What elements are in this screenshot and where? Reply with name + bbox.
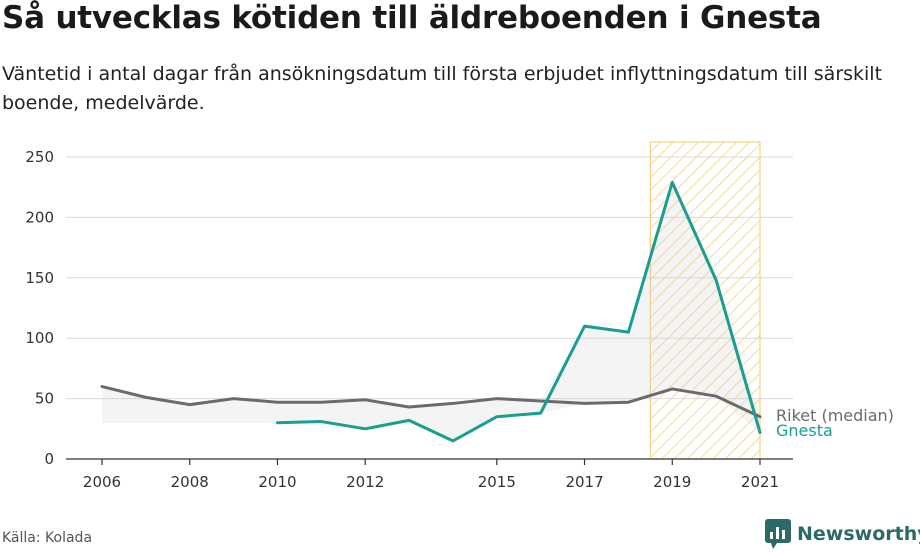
y-tick-label: 50 <box>35 390 54 408</box>
x-tick-label: 2012 <box>346 473 384 491</box>
x-tick-label: 2021 <box>741 473 779 491</box>
newsworthy-logo-icon <box>765 519 791 549</box>
x-tick-label: 2019 <box>653 473 691 491</box>
difference-band <box>102 182 760 441</box>
y-tick-label: 150 <box>25 269 54 287</box>
gnesta-series-label: Gnesta <box>776 421 833 440</box>
brand-name: Newsworthy <box>797 523 920 545</box>
x-tick-label: 2010 <box>258 473 296 491</box>
x-tick-label: 2017 <box>565 473 603 491</box>
x-tick-label: 2008 <box>171 473 209 491</box>
y-tick-label: 200 <box>25 208 54 226</box>
y-tick-label: 0 <box>44 450 54 468</box>
gnesta-line <box>275 180 762 443</box>
y-tick-label: 100 <box>25 329 54 347</box>
riket-line <box>100 385 762 419</box>
brand-logo: Newsworthy <box>765 519 920 549</box>
chart-title: Så utvecklas kötiden till äldreboenden i… <box>2 0 822 36</box>
x-tick-label: 2015 <box>478 473 516 491</box>
x-tick-label: 2006 <box>83 473 121 491</box>
source-note: Källa: Kolada <box>2 530 93 546</box>
chart-subtitle: Väntetid i antal dagar från ansökningsda… <box>2 63 883 114</box>
y-tick-label: 250 <box>25 148 54 166</box>
riket-series-label: Riket (median) <box>776 406 894 425</box>
